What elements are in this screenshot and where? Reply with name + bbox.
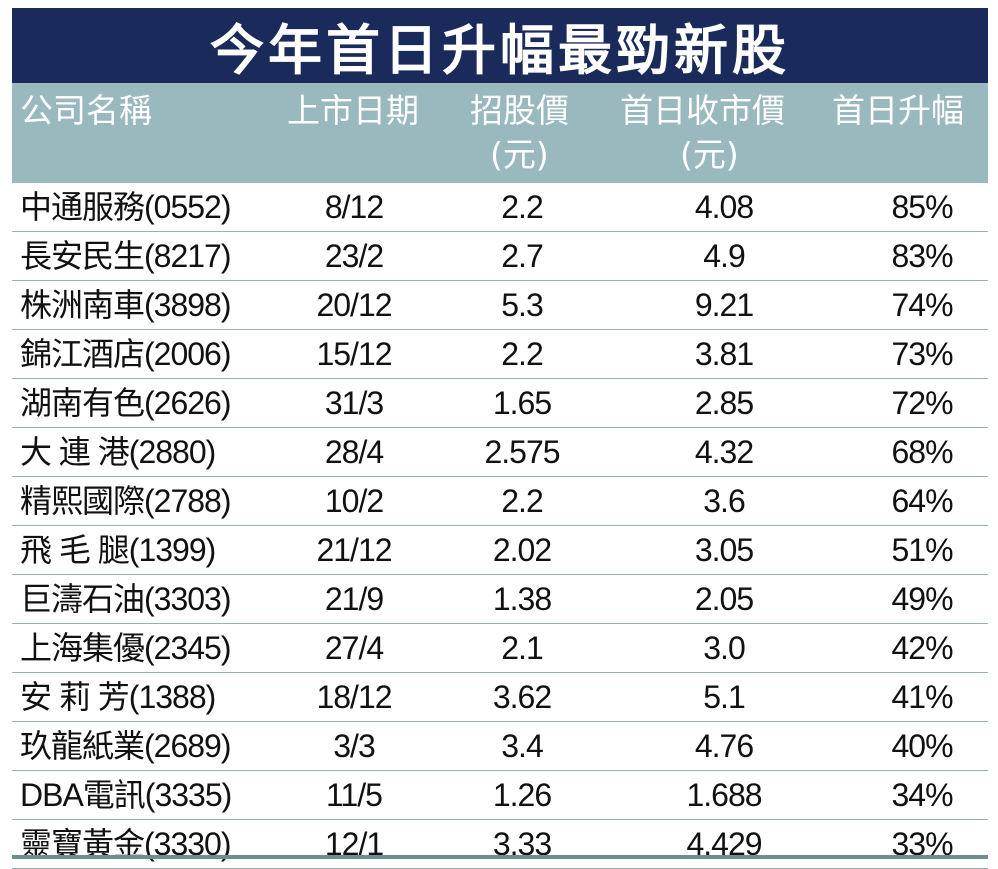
first-rise-cell: 49% <box>891 581 953 617</box>
header-first-rise: 首日升幅 <box>832 91 964 130</box>
header-company: 公司名稱 <box>20 91 152 130</box>
header-ipo-price-unit: (元) <box>490 135 549 174</box>
ipo-price-cell: 2.7 <box>501 238 543 274</box>
first-close-cell: 3.81 <box>694 336 754 372</box>
ipo-price-cell: 1.26 <box>492 777 552 813</box>
table-row: 長安民生(8217) 23/2 2.7 4.9 83% <box>12 232 988 281</box>
first-close-cell: 5.1 <box>703 679 745 715</box>
table-bottom-rule <box>12 855 988 859</box>
table-row: 精熙國際(2788) 10/2 2.2 3.6 64% <box>12 477 988 526</box>
first-close-cell: 4.32 <box>694 434 754 470</box>
table-title: 今年首日升幅最勁新股 <box>12 8 988 83</box>
company-cell: 長安民生(8217) <box>20 238 232 274</box>
table-row: DBA電訊(3335) 11/5 1.26 1.688 34% <box>12 771 988 820</box>
list-date-cell: 27/4 <box>324 630 384 666</box>
first-rise-cell: 41% <box>891 679 953 715</box>
header-first-close-unit: (元) <box>680 135 739 174</box>
company-cell: DBA電訊(3335) <box>20 777 232 813</box>
list-date-cell: 11/5 <box>326 777 383 813</box>
list-date-cell: 15/12 <box>316 336 392 372</box>
first-rise-cell: 40% <box>891 728 953 764</box>
table-row: 上海集優(2345) 27/4 2.1 3.0 42% <box>12 624 988 673</box>
list-date-cell: 28/4 <box>324 434 384 470</box>
list-date-cell: 21/9 <box>324 581 384 617</box>
ipo-price-cell: 2.2 <box>501 336 543 372</box>
list-date-cell: 23/2 <box>324 238 384 274</box>
first-close-cell: 9.21 <box>694 287 754 323</box>
company-cell: 巨濤石油(3303) <box>20 581 232 617</box>
first-close-cell: 4.76 <box>694 728 754 764</box>
first-rise-cell: 72% <box>891 385 953 421</box>
table-header: 公司名稱 上市日期 招股價 (元) 首日收市價 (元) 首日升幅 <box>12 83 988 183</box>
company-cell: 飛 毛 腿(1399) <box>20 532 216 568</box>
company-cell: 株洲南車(3898) <box>20 287 232 323</box>
first-close-cell: 4.9 <box>703 238 745 274</box>
table-row: 巨濤石油(3303) 21/9 1.38 2.05 49% <box>12 575 988 624</box>
table-row: 錦江酒店(2006) 15/12 2.2 3.81 73% <box>12 330 988 379</box>
list-date-cell: 20/12 <box>316 287 392 323</box>
first-rise-cell: 74% <box>891 287 953 323</box>
ipo-price-cell: 2.1 <box>501 630 543 666</box>
first-rise-cell: 64% <box>891 483 953 519</box>
first-rise-cell: 42% <box>891 630 953 666</box>
company-cell: 精熙國際(2788) <box>20 483 232 519</box>
company-cell: 湖南有色(2626) <box>20 385 232 421</box>
ipo-price-cell: 1.65 <box>492 385 552 421</box>
ipo-price-cell: 1.38 <box>492 581 552 617</box>
table-row: 安 莉 芳(1388) 18/12 3.62 5.1 41% <box>12 673 988 722</box>
table-row: 湖南有色(2626) 31/3 1.65 2.85 72% <box>12 379 988 428</box>
first-rise-cell: 83% <box>891 238 953 274</box>
ipo-price-cell: 3.62 <box>492 679 552 715</box>
first-close-cell: 1.688 <box>686 777 762 813</box>
table-body: 中通服務(0552) 8/12 2.2 4.08 85% 長安民生(8217) 23/2 2.… <box>12 183 988 869</box>
header-ipo-price: 招股價 (元) <box>470 89 569 177</box>
first-rise-cell: 73% <box>891 336 953 372</box>
header-list-date: 上市日期 <box>287 91 419 130</box>
first-rise-cell: 85% <box>891 189 953 225</box>
table-row: 玖龍紙業(2689) 3/3 3.4 4.76 40% <box>12 722 988 771</box>
first-close-cell: 4.08 <box>694 189 754 225</box>
company-cell: 大 連 港(2880) <box>20 434 216 470</box>
company-cell: 中通服務(0552) <box>20 189 232 225</box>
table-row: 靈寶黃金(3330) 12/1 3.33 4.429 33% <box>12 820 988 869</box>
header-ipo-price-label: 招股價 <box>470 91 569 130</box>
company-cell: 錦江酒店(2006) <box>20 336 232 372</box>
company-cell: 安 莉 芳(1388) <box>20 679 216 715</box>
list-date-cell: 21/12 <box>316 532 392 568</box>
company-cell: 上海集優(2345) <box>20 630 232 666</box>
first-close-cell: 3.0 <box>703 630 745 666</box>
ipo-price-cell: 2.2 <box>501 189 543 225</box>
list-date-cell: 18/12 <box>316 679 392 715</box>
list-date-cell: 31/3 <box>324 385 384 421</box>
first-rise-cell: 68% <box>891 434 953 470</box>
list-date-cell: 10/2 <box>324 483 384 519</box>
ipo-price-cell: 2.02 <box>492 532 552 568</box>
first-close-cell: 2.05 <box>694 581 754 617</box>
first-close-cell: 2.85 <box>694 385 754 421</box>
ipo-price-cell: 2.575 <box>484 434 560 470</box>
table-row: 中通服務(0552) 8/12 2.2 4.08 85% <box>12 183 988 232</box>
company-cell: 玖龍紙業(2689) <box>20 728 232 764</box>
table-row: 株洲南車(3898) 20/12 5.3 9.21 74% <box>12 281 988 330</box>
header-first-close-label: 首日收市價 <box>620 91 785 130</box>
first-rise-cell: 51% <box>891 532 953 568</box>
ipo-price-cell: 2.2 <box>501 483 543 519</box>
list-date-cell: 8/12 <box>324 189 384 225</box>
ipo-price-cell: 3.4 <box>501 728 543 764</box>
list-date-cell: 3/3 <box>333 728 375 764</box>
first-close-cell: 3.6 <box>703 483 745 519</box>
table-row: 大 連 港(2880) 28/4 2.575 4.32 68% <box>12 428 988 477</box>
first-close-cell: 3.05 <box>694 532 754 568</box>
header-first-close: 首日收市價 (元) <box>620 89 785 177</box>
first-rise-cell: 34% <box>891 777 953 813</box>
ipo-price-cell: 5.3 <box>501 287 543 323</box>
table-row: 飛 毛 腿(1399) 21/12 2.02 3.05 51% <box>12 526 988 575</box>
